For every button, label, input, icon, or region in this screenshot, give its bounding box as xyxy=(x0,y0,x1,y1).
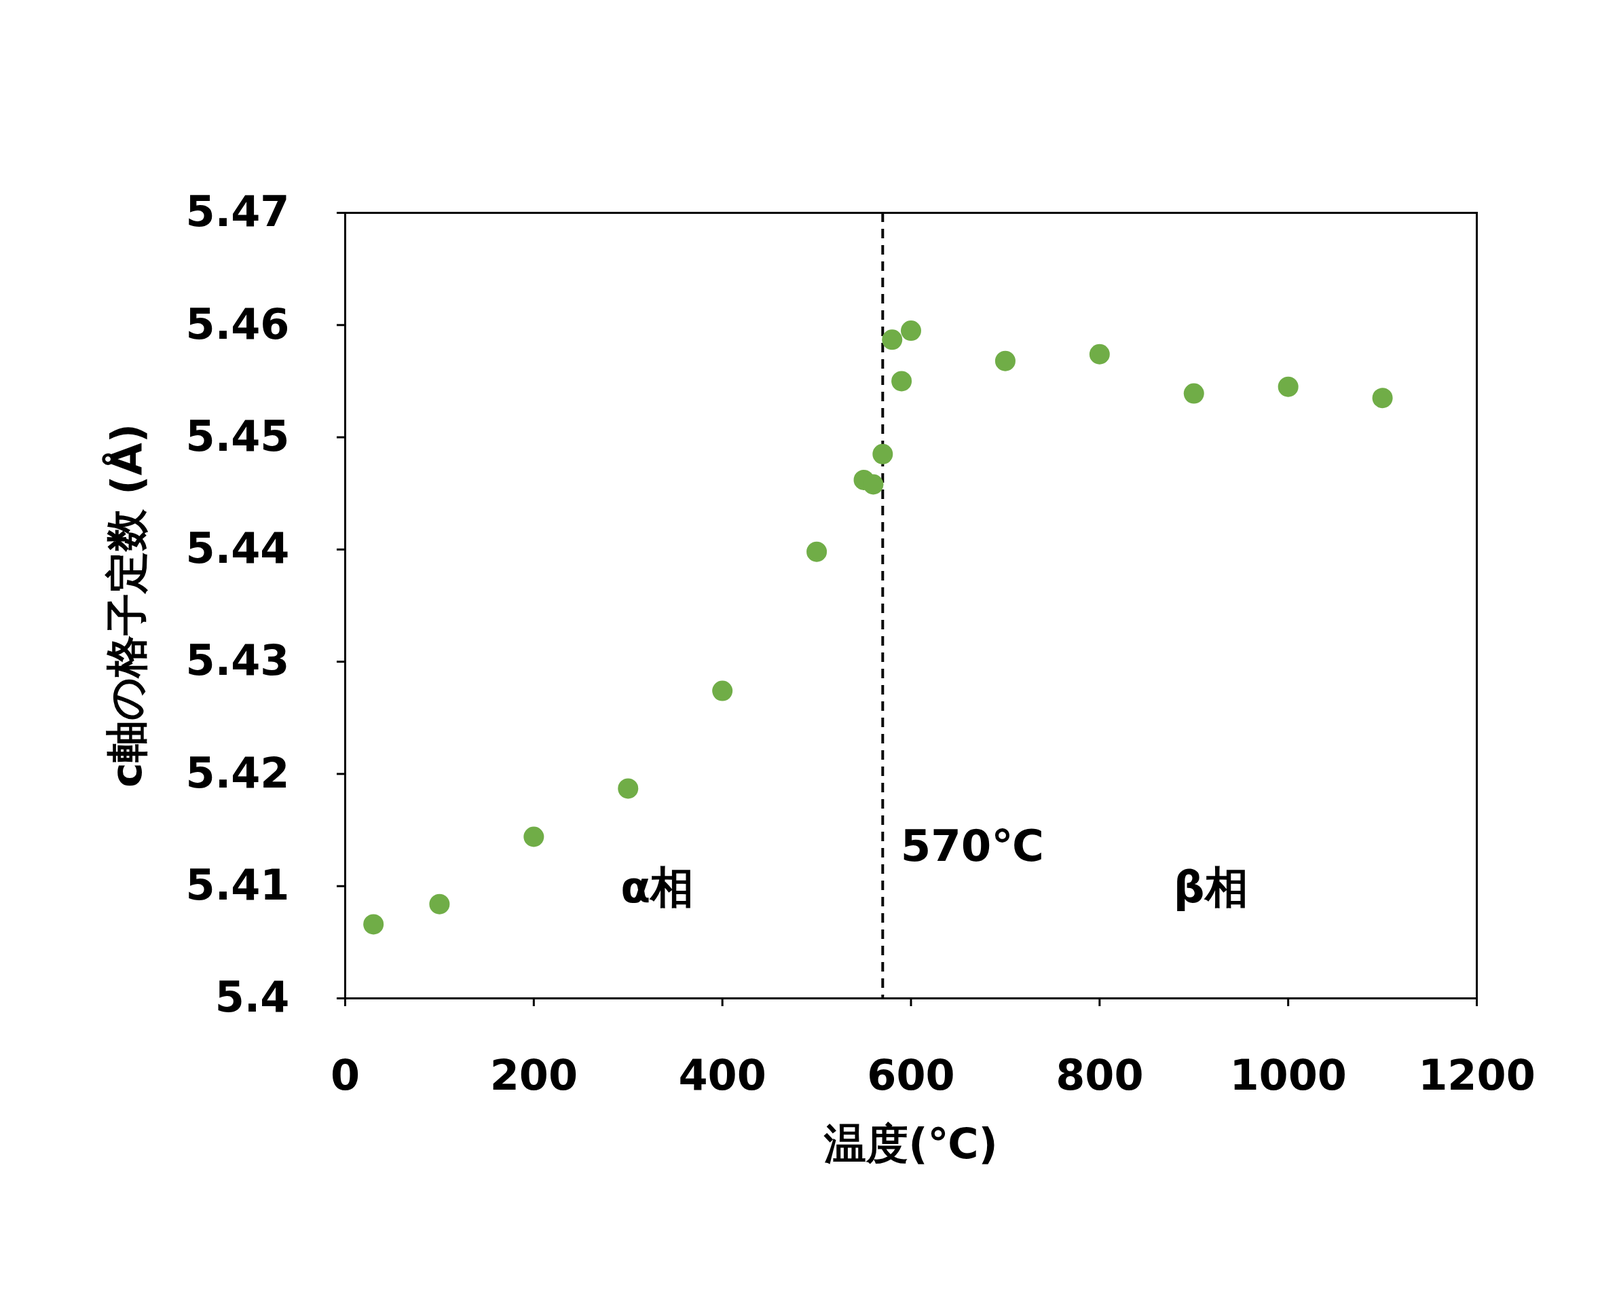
svg-text:570℃: 570℃ xyxy=(900,820,1045,871)
svg-text:5.42: 5.42 xyxy=(185,748,290,798)
svg-text:α相: α相 xyxy=(620,862,694,913)
svg-text:c軸の格子定数 (Å): c軸の格子定数 (Å) xyxy=(101,423,152,788)
svg-text:5.43: 5.43 xyxy=(185,635,290,685)
svg-text:5.44: 5.44 xyxy=(185,523,290,573)
svg-text:β相: β相 xyxy=(1173,862,1249,913)
svg-text:0: 0 xyxy=(330,1050,360,1100)
svg-text:400: 400 xyxy=(678,1050,766,1100)
svg-text:5.46: 5.46 xyxy=(185,299,290,349)
svg-text:1000: 1000 xyxy=(1229,1050,1347,1100)
svg-text:5.41: 5.41 xyxy=(185,860,290,910)
svg-text:温度(℃): 温度(℃) xyxy=(823,1118,998,1169)
svg-text:5.4: 5.4 xyxy=(215,972,290,1022)
svg-text:600: 600 xyxy=(866,1050,955,1100)
svg-text:200: 200 xyxy=(490,1050,578,1100)
svg-text:800: 800 xyxy=(1055,1050,1144,1100)
svg-text:5.47: 5.47 xyxy=(185,186,290,237)
svg-text:5.45: 5.45 xyxy=(185,411,290,461)
svg-text:1200: 1200 xyxy=(1418,1050,1536,1100)
